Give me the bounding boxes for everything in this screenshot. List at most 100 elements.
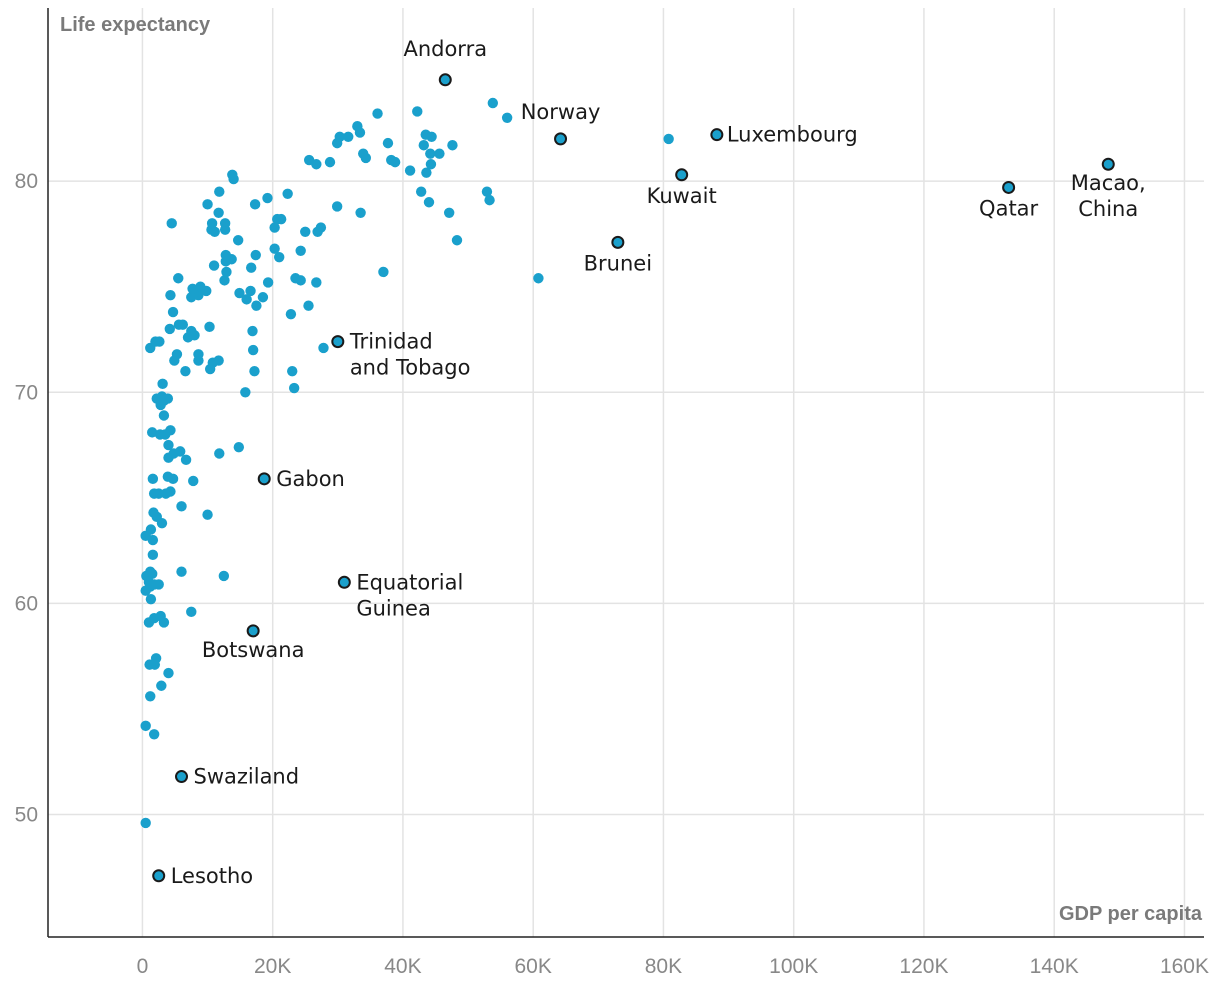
highlighted-point-luxembourg [710,128,724,142]
data-point [193,349,204,360]
data-point [389,156,401,168]
data-point [150,653,162,664]
highlighted-point-lesotho [152,869,166,883]
data-point [247,325,258,337]
data-point [352,121,363,132]
data-point [218,570,230,582]
data-point [484,194,495,206]
data-point [404,165,416,176]
data-point [195,281,206,292]
data-point [447,140,458,151]
data-point [663,133,674,145]
data-point [147,473,159,485]
country-label-lesotho: Lesotho [171,864,253,888]
data-point [378,266,389,278]
data-point [165,486,176,497]
data-point [220,249,231,261]
data-point [156,680,167,691]
country-label-trinidad-and-tobago: and Tobago [350,356,471,380]
data-point [234,287,245,299]
data-point [154,336,165,347]
data-point [426,131,437,142]
x-tick-label: 100K [769,955,818,978]
x-tick-label: 140K [1030,955,1079,978]
data-point [421,167,432,178]
country-label-swaziland: Swaziland [194,765,300,789]
data-point [147,549,159,561]
data-point [249,365,260,377]
highlighted-point-andorra [438,73,452,87]
data-point [189,330,200,341]
y-tick-label: 60 [15,592,38,615]
country-label-equatorial-guinea: Equatorial [356,570,463,594]
x-tick-labels: 0 20K 40K 60K 80K 100K 120K 140K 160K [137,955,1209,978]
data-point [221,266,232,278]
data-point [206,218,218,229]
data-point [227,169,238,180]
data-point [451,235,463,246]
data-point [415,186,427,197]
x-tick-label: 20K [254,955,291,978]
data-point [257,292,269,303]
data-point [481,186,493,197]
data-point [269,243,280,254]
x-tick-label: 160K [1160,955,1209,978]
data-point [214,186,225,197]
y-tick-label: 80 [15,170,38,193]
data-point [213,355,224,366]
y-axis-title: Life expectancy [60,14,211,36]
highlighted-point-botswana [246,624,260,638]
data-point [245,262,257,273]
data-point [164,323,175,335]
data-point [140,817,151,829]
data-point [158,395,170,406]
data-point [382,137,394,149]
data-point [188,475,199,487]
data-point [219,275,230,286]
data-point [180,454,192,466]
data-point [533,273,544,284]
data-point [303,300,314,311]
x-gridlines [141,8,1186,937]
data-point [412,106,423,117]
data-point [334,131,345,142]
data-point [209,226,220,238]
data-point [360,152,372,164]
data-point [250,249,261,261]
data-point [176,501,187,512]
data-point [157,378,168,390]
x-tick-label: 120K [899,955,948,978]
country-label-botswana: Botswana [202,638,305,662]
data-point [162,471,174,482]
country-label-norway: Norway [521,100,601,124]
y-tick-label: 70 [15,381,38,404]
data-point [165,289,176,301]
data-point [240,387,251,398]
data-point [251,300,262,311]
data-point [148,507,159,518]
data-point [171,349,183,360]
data-point [418,140,429,151]
data-point [202,509,213,520]
data-point [245,285,256,297]
y-tick-label: 50 [15,804,38,827]
data-points [140,97,674,829]
country-label-andorra: Andorra [403,37,487,61]
data-point [249,199,261,210]
country-label-brunei: Brunei [584,251,652,275]
data-point [285,308,297,320]
data-point [372,108,383,119]
data-point [241,294,252,305]
data-point [287,365,298,377]
data-point [434,148,445,159]
data-point [331,201,343,212]
data-point [295,275,306,286]
y-tick-labels: 50 60 70 80 [15,170,38,826]
data-point [158,410,170,421]
data-point [163,667,174,679]
country-label-gabon: Gabon [276,467,345,491]
data-point [187,283,198,295]
highlighted-point-macao-china [1101,157,1115,171]
